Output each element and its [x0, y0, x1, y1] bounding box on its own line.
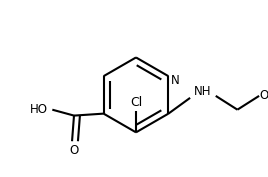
- Text: N: N: [171, 74, 180, 87]
- Text: O: O: [69, 144, 79, 157]
- Text: Cl: Cl: [130, 96, 142, 109]
- Text: HO: HO: [29, 103, 47, 116]
- Text: NH: NH: [194, 85, 212, 98]
- Text: O: O: [259, 89, 268, 102]
